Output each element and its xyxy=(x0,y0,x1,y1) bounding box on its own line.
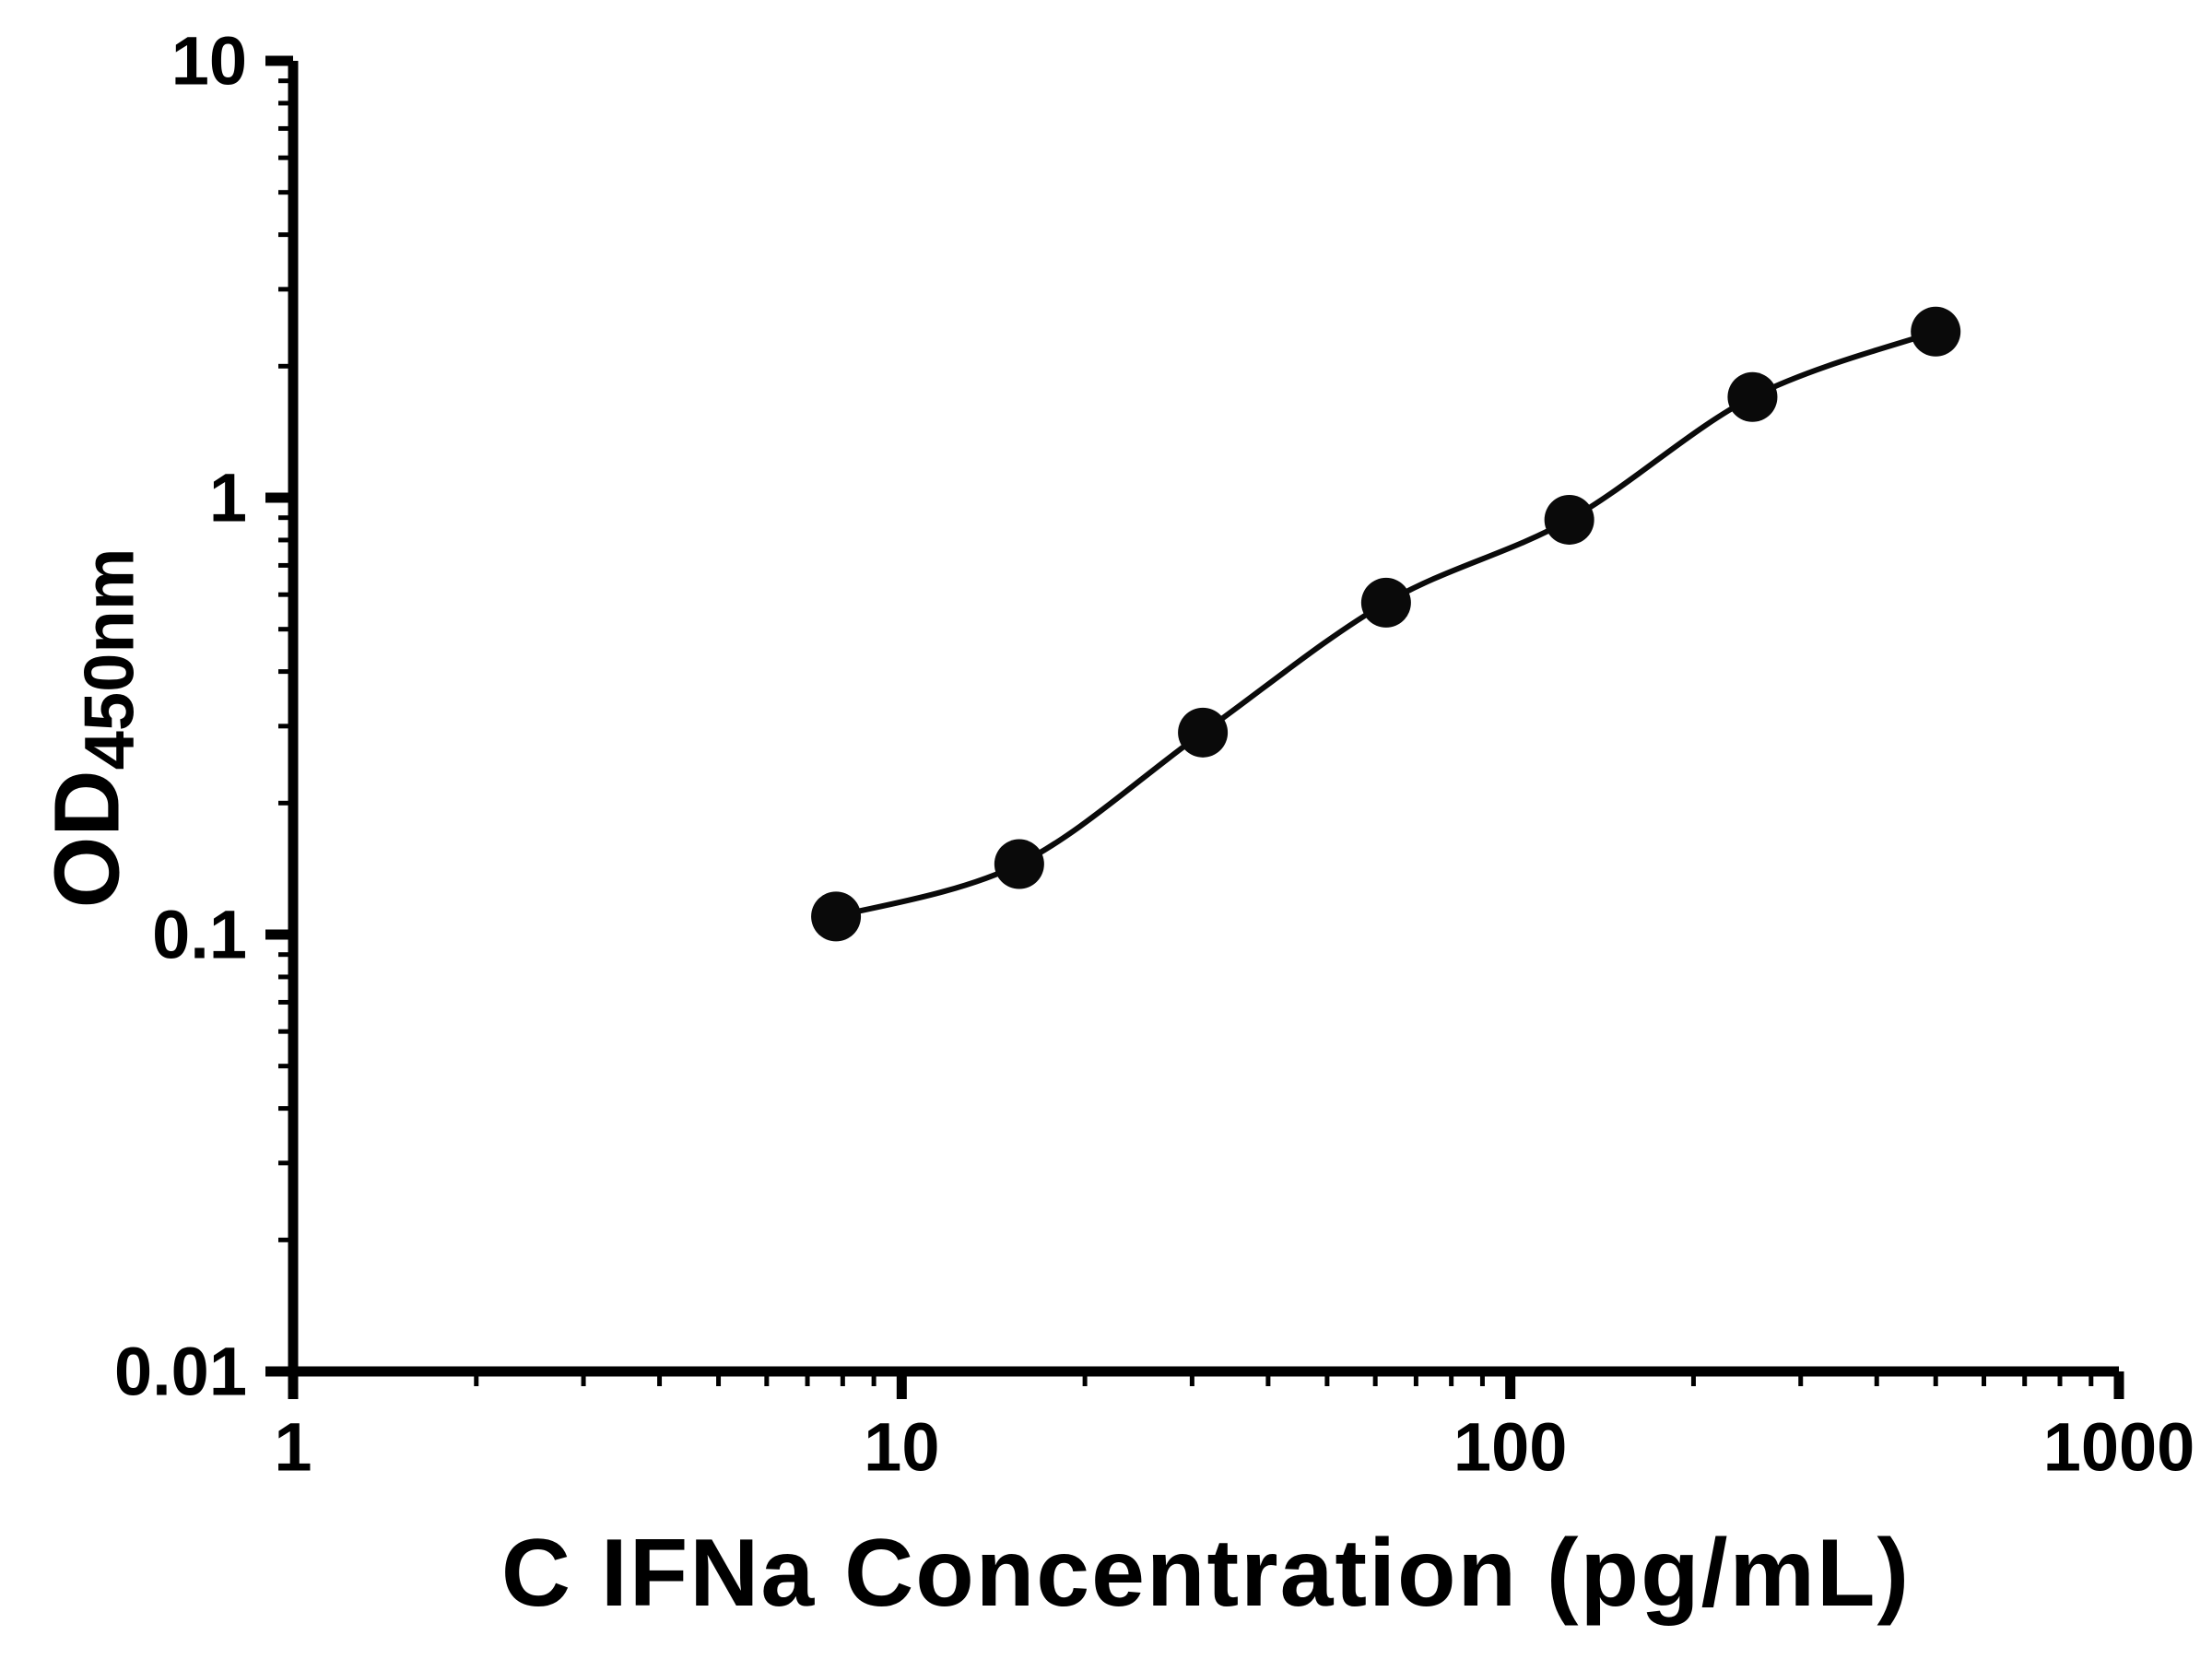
x-tick-label: 100 xyxy=(1453,1409,1567,1486)
y-axis-title-subscript: 450nm xyxy=(70,547,149,771)
y-axis-title-main: OD xyxy=(35,770,139,909)
data-point-marker xyxy=(1360,577,1411,628)
data-point-marker xyxy=(1727,371,1778,422)
data-point-marker xyxy=(1911,306,1961,357)
x-tick-label: 1 xyxy=(274,1409,312,1486)
y-tick-label: 1 xyxy=(209,460,247,536)
x-axis-title: C IFNa Concentration (pg/mL) xyxy=(500,1520,1912,1627)
y-tick-label: 10 xyxy=(171,23,247,100)
data-point-marker xyxy=(1178,707,1229,758)
data-point-marker xyxy=(1544,494,1594,545)
y-tick-label: 0.01 xyxy=(114,1334,247,1410)
data-point-marker xyxy=(811,891,862,942)
axes-spines xyxy=(288,61,2119,1377)
x-tick-label: 10 xyxy=(864,1409,939,1486)
y-axis-title: OD450nm xyxy=(35,548,150,909)
data-point-marker xyxy=(994,839,1044,889)
y-tick-label: 0.1 xyxy=(152,897,247,973)
x-tick-label: 1000 xyxy=(2043,1409,2195,1486)
